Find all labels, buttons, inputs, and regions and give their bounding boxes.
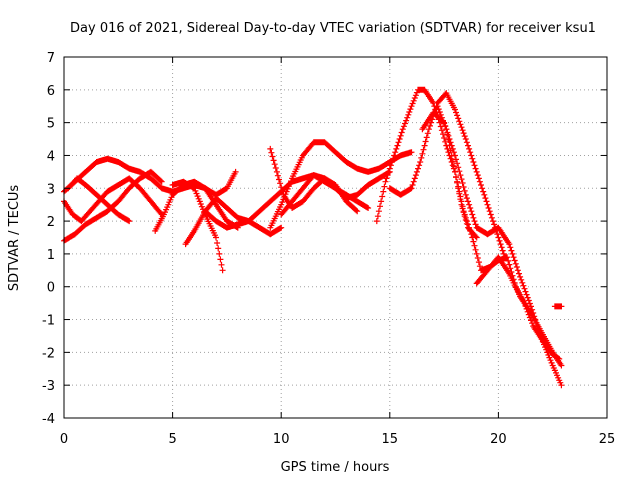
- data-series: [61, 86, 565, 389]
- data-points-arc-14: [419, 109, 565, 389]
- y-axis-ticks: -4 -3 -2 -1 0 1 2 3 4 5 6 7: [42, 51, 607, 427]
- plot-frame: [63, 56, 608, 419]
- y-tick-label: 7: [47, 51, 55, 66]
- y-tick-label: 3: [47, 182, 55, 197]
- series-arc-13: [386, 90, 508, 261]
- x-tick-label: 20: [490, 432, 507, 447]
- y-tick-label: 4: [47, 149, 55, 164]
- y-tick-label: 5: [47, 117, 55, 132]
- y-tick-label: -3: [42, 379, 55, 394]
- y-tick-label: 2: [47, 215, 55, 230]
- data-points-arc-5: [152, 168, 239, 234]
- x-tick-label: 5: [168, 432, 176, 447]
- series-arc-14: [419, 109, 565, 389]
- x-axis-ticks: 0 5 10 15 20 25: [60, 57, 615, 447]
- y-tick-label: -4: [42, 412, 55, 427]
- x-tick-label: 15: [382, 432, 399, 447]
- data-points-arc-15: [434, 103, 563, 362]
- data-points-arc-16: [473, 254, 565, 369]
- grid-lines: [64, 57, 607, 418]
- chart-title: Day 016 of 2021, Sidereal Day-to-day VTE…: [70, 21, 596, 36]
- y-tick-label: 6: [47, 84, 55, 99]
- series-arc-16: [473, 254, 565, 369]
- series-arc-9: [267, 139, 415, 231]
- data-points-arc-6: [169, 178, 226, 274]
- series-arc-17: [551, 303, 565, 310]
- data-points-arc-13: [386, 90, 508, 261]
- y-tick-label: -1: [42, 314, 55, 329]
- data-points-arc-9: [267, 139, 415, 231]
- x-tick-label: 25: [599, 432, 616, 447]
- y-tick-label: 0: [47, 281, 55, 296]
- x-axis-label: GPS time / hours: [281, 460, 390, 475]
- y-tick-label: -2: [42, 346, 55, 361]
- x-tick-label: 0: [60, 432, 68, 447]
- y-tick-label: 1: [47, 248, 55, 263]
- y-axis-label: SDTVAR / TECUs: [7, 185, 22, 292]
- series-arc-15: [434, 103, 563, 362]
- data-points-arc-17: [551, 303, 565, 310]
- series-arc-5: [152, 168, 239, 234]
- x-tick-label: 10: [273, 432, 290, 447]
- series-arc-11: [278, 168, 393, 218]
- data-points-arc-11: [278, 168, 393, 218]
- series-arc-6: [169, 178, 226, 274]
